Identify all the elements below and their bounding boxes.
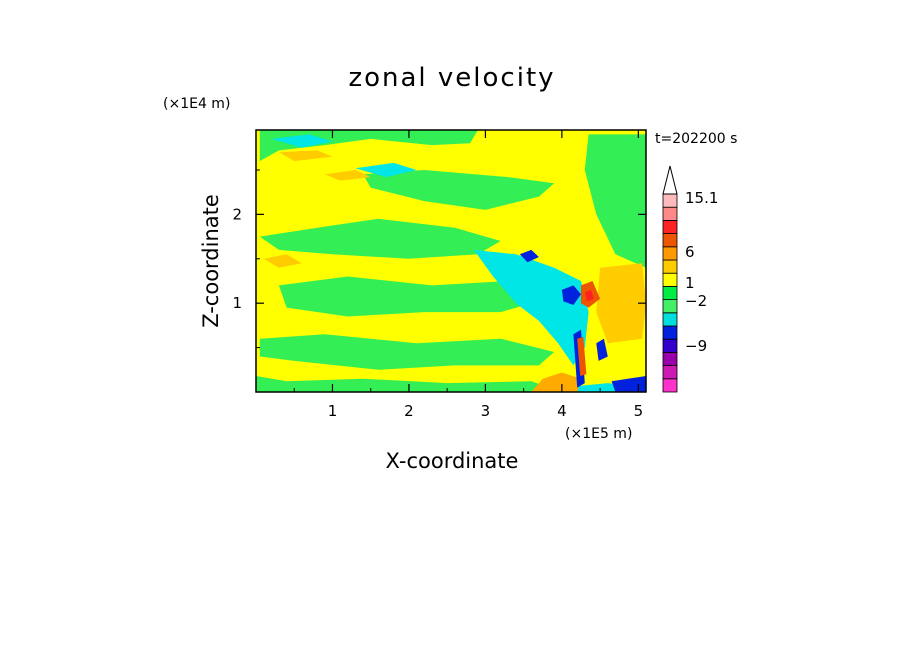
y-tick-label: 2 (232, 205, 242, 223)
field-region-orange-mid (324, 170, 371, 181)
colorbar-bin (662, 338, 678, 353)
y-scale-label: (×1E4 m) (163, 96, 230, 112)
colorbar-label: −2 (685, 292, 707, 310)
colorbar-label: 1 (685, 274, 695, 292)
field-region-cyan-top-left (271, 134, 333, 148)
y-axis-label: Z-coordinate (199, 194, 223, 328)
colorbar: 15.1 6 1−2 −9 (662, 165, 718, 393)
colorbar-bin (662, 272, 678, 287)
field-region-green-band-mid1 (259, 218, 501, 259)
colorbar-bin (662, 246, 678, 261)
field-region-cyan-main (473, 249, 589, 366)
colorbar-bin (662, 193, 678, 208)
field-region-cyan-top (355, 162, 417, 178)
x-scale-label: (×1E5 m) (565, 426, 632, 442)
colorbar-bin (662, 219, 678, 234)
plot-frame (255, 129, 647, 393)
colorbar-extend-arrow (662, 165, 678, 195)
x-tick-label: 5 (634, 402, 644, 420)
colorbar-bin (662, 312, 678, 327)
field-region-blue-patch-2 (519, 249, 539, 263)
field-region-orange-left-upper (263, 254, 302, 268)
field-region-blue-patch-1 (561, 285, 581, 305)
heatmap-field (256, 130, 646, 392)
colorbar-bin (662, 351, 678, 366)
colorbar-bin (662, 299, 678, 314)
field-region-red-patch-2 (584, 289, 594, 302)
colorbar-bin (662, 285, 678, 300)
field-region-orange-right (596, 263, 646, 344)
field-region-green-band-upper (363, 170, 555, 210)
field-region-green-band-low (259, 334, 555, 370)
colorbar-bin (662, 233, 678, 248)
colorbar-bin (662, 325, 678, 340)
field-region-blue-patch-4 (596, 338, 608, 361)
colorbar-bin (662, 365, 678, 380)
x-axis: 1 2 3 4 5 (293, 130, 644, 420)
colorbar-label: 6 (685, 243, 695, 261)
colorbar-bin (662, 259, 678, 274)
colorbar-bin (662, 206, 678, 221)
x-tick-label: 3 (481, 402, 491, 420)
field-region-orange-bottom (531, 372, 581, 392)
field-region-blue-patch-5 (611, 376, 646, 392)
colorbar-label: −9 (685, 337, 707, 355)
field-region-orange-top (278, 150, 333, 162)
field-region-red-patch-3 (577, 336, 587, 376)
y-axis: 12 (232, 169, 646, 349)
x-tick-label: 4 (557, 402, 567, 420)
field-region-green-right (584, 134, 646, 268)
x-tick-label: 1 (328, 402, 338, 420)
x-tick-label: 2 (404, 402, 414, 420)
colorbar-label: 15.1 (685, 189, 718, 207)
chart-title: zonal velocity (348, 63, 555, 93)
field-region-green-band-mid2 (278, 276, 532, 317)
y-tick-label: 1 (232, 294, 242, 312)
colorbar-bin (662, 378, 678, 393)
x-axis-label: X-coordinate (386, 449, 519, 473)
time-label: t=202200 s (655, 131, 737, 147)
